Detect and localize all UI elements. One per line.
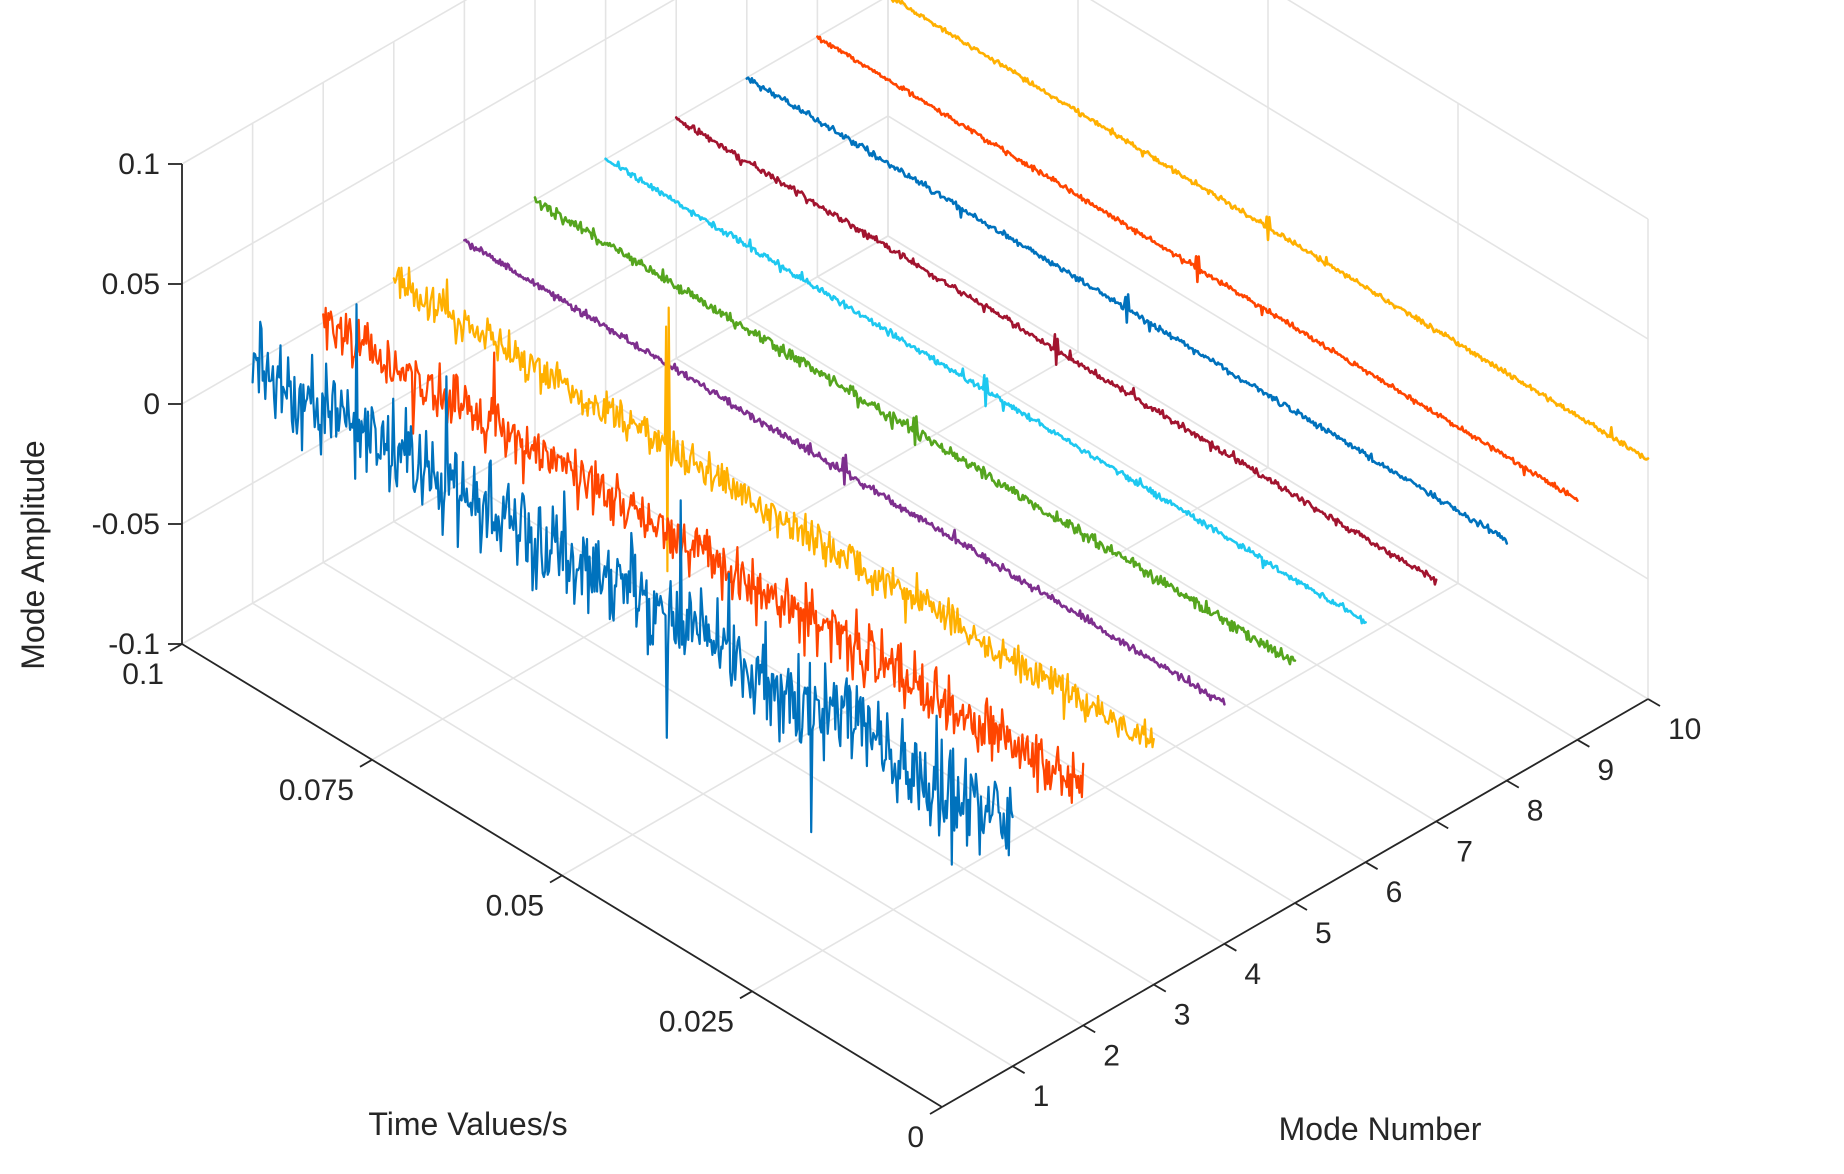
grid-line-amp-back-right xyxy=(1090,0,1649,340)
series-mode-8 xyxy=(745,76,1509,545)
y-tick-mark xyxy=(739,990,753,1000)
z-axis-title: Mode Amplitude xyxy=(15,440,51,669)
y-tick-mark xyxy=(359,759,373,768)
series-mode-3 xyxy=(392,266,1155,749)
z-tick-label: -0.1 xyxy=(108,628,160,661)
x-axis-title: Mode Number xyxy=(1279,1111,1482,1147)
x-tick-label: 2 xyxy=(1103,1039,1120,1072)
grid-line-amp-back-left xyxy=(181,0,676,285)
grid-line-time-floor xyxy=(751,582,1459,992)
z-tick-label: 0.05 xyxy=(102,268,160,301)
grid-line-amp-back-left xyxy=(181,0,468,165)
y-tick-label: 0.025 xyxy=(659,1005,734,1038)
x-tick-mark xyxy=(1294,902,1308,911)
series-mode-5 xyxy=(533,196,1297,666)
y-tick-mark xyxy=(549,874,563,884)
series-mode-6 xyxy=(604,157,1367,625)
label-layer: Mode Amplitude Time Values/s Mode Number… xyxy=(15,148,1701,1154)
series-mode-1 xyxy=(251,303,1014,866)
x-tick-label: 9 xyxy=(1597,754,1614,787)
grid-layer xyxy=(181,0,1649,1108)
grid-line-amp-back-left xyxy=(181,115,889,525)
x-tick-label: 5 xyxy=(1315,917,1332,950)
x-tick-mark xyxy=(1153,983,1167,993)
x-tick-mark xyxy=(1506,779,1520,789)
x-tick-mark xyxy=(1647,698,1661,707)
x-tick-label: 4 xyxy=(1244,958,1261,991)
x-tick-mark xyxy=(1365,861,1379,870)
y-tick-mark xyxy=(929,1106,943,1115)
y-tick-mark xyxy=(169,643,183,652)
y-tick-label: 0.075 xyxy=(279,774,354,807)
x-tick-mark xyxy=(1576,739,1590,748)
y-tick-label: 0 xyxy=(907,1121,924,1154)
grid-line-amp-back-right xyxy=(1286,0,1649,220)
x-tick-label: 10 xyxy=(1668,713,1701,746)
series-mode-10 xyxy=(890,0,1650,461)
y-axis-title: Time Values/s xyxy=(368,1106,567,1142)
x-tick-mark xyxy=(1435,820,1449,830)
z-tick-label: -0.05 xyxy=(92,508,160,541)
x-tick-label: 1 xyxy=(1033,1080,1050,1113)
x-tick-label: 7 xyxy=(1456,835,1473,868)
x-tick-label: 3 xyxy=(1174,999,1191,1032)
series-layer xyxy=(251,0,1650,866)
series-mode-7 xyxy=(674,116,1438,586)
axis-layer xyxy=(168,163,1661,1115)
grid-line-amp-back-right xyxy=(887,115,1649,580)
series-mode-4 xyxy=(463,238,1226,706)
x-tick-label: 6 xyxy=(1386,876,1403,909)
x-tick-mark xyxy=(1223,943,1237,952)
x-tick-mark xyxy=(1012,1065,1026,1074)
series-mode-2 xyxy=(322,306,1085,805)
y-tick-label: 0.1 xyxy=(122,658,164,691)
z-tick-label: 0.1 xyxy=(118,148,160,181)
x-tick-mark xyxy=(1082,1024,1096,1034)
series-mode-9 xyxy=(816,35,1579,503)
x-tick-label: 8 xyxy=(1527,795,1544,828)
y-tick-label: 0.05 xyxy=(486,890,544,923)
z-tick-label: 0 xyxy=(143,388,160,421)
